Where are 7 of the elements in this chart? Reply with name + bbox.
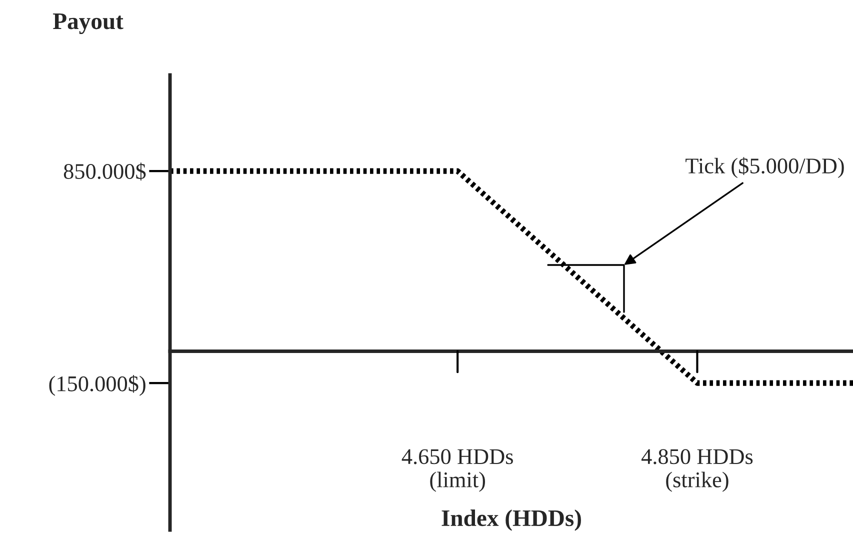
- x-tick-label: 4.850 HDDs (strike): [641, 449, 753, 492]
- y-tick-label: (150.000$): [49, 375, 146, 396]
- y-axis-title: Payout: [53, 13, 124, 34]
- x-axis-title: Index (HDDs): [442, 510, 581, 531]
- x-tick-label: 4.650 HDDs (limit): [402, 449, 513, 492]
- y-tick-label: 850.000$: [64, 162, 146, 180]
- annotation: Tick ($5.000/DD): [686, 157, 844, 178]
